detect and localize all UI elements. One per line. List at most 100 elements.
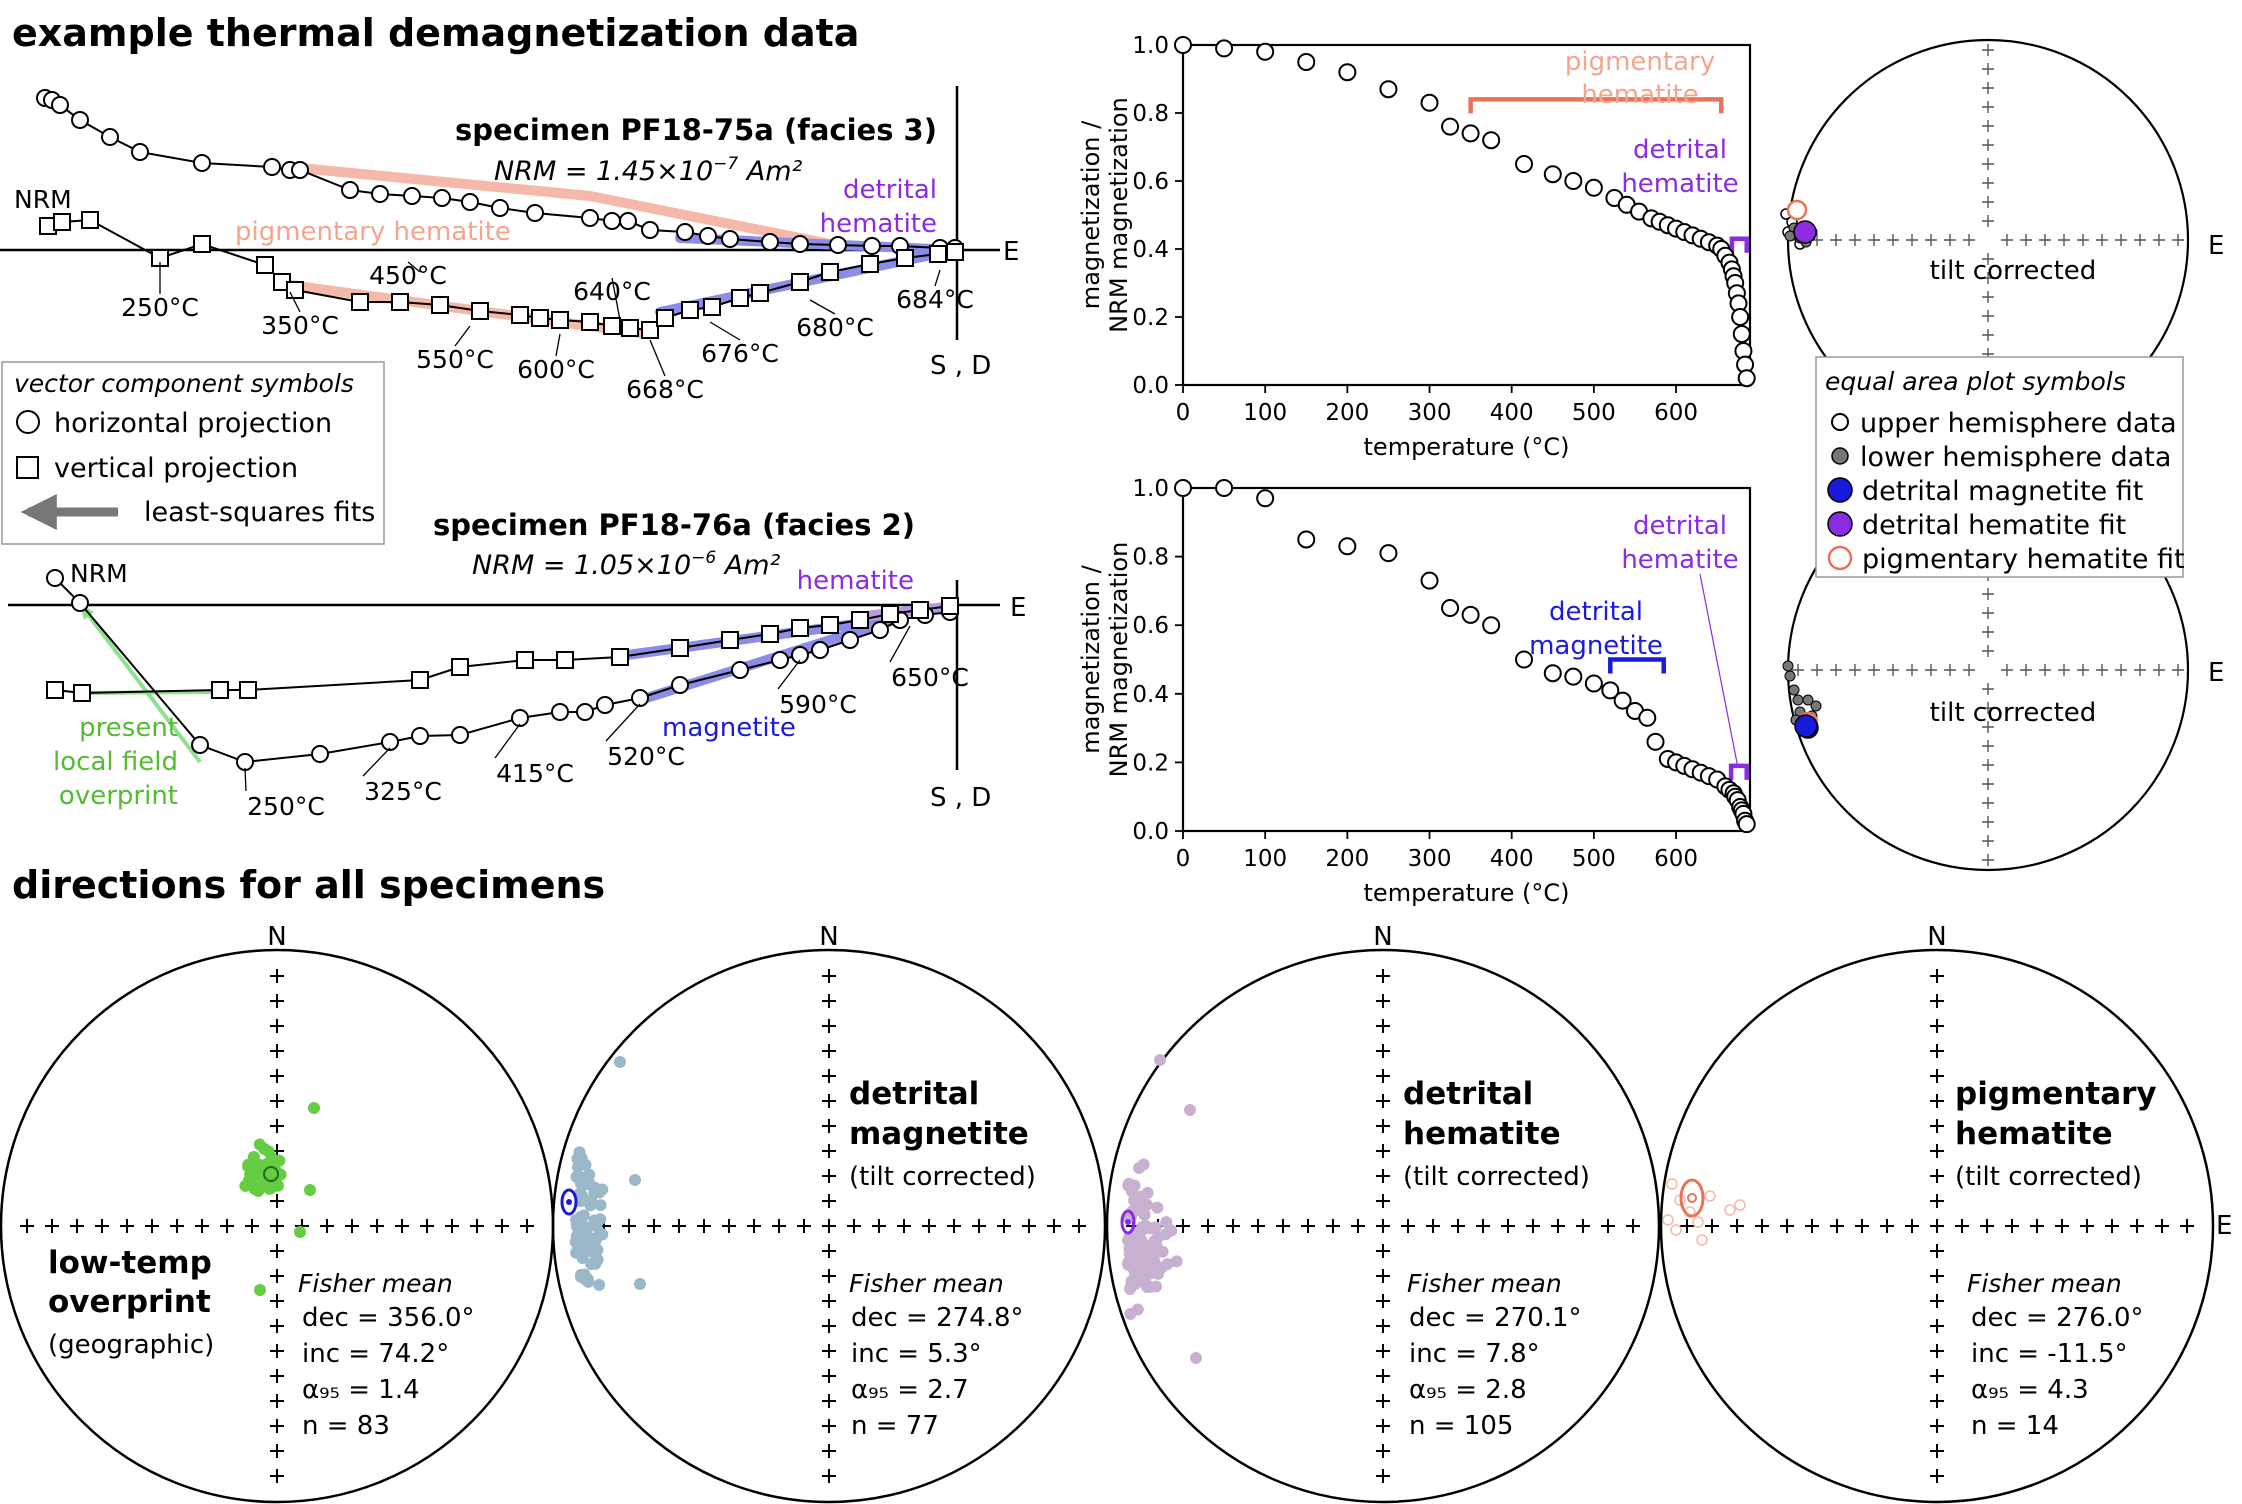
net-3-point-54	[1128, 1194, 1141, 1207]
net-3-point-55	[1141, 1281, 1154, 1294]
vector-legend-title: vector component symbols	[14, 369, 354, 398]
heading-top: example thermal demagnetization data	[12, 11, 859, 55]
net-1-point-69	[256, 1173, 269, 1186]
demag1-ytick-label-2: 0.4	[1132, 237, 1169, 263]
net-3-tick	[1301, 1219, 1315, 1233]
net-3-tick	[1376, 1319, 1390, 1333]
net-1-dec: dec = 356.0°	[302, 1303, 475, 1333]
small-net-bottom-tick	[2134, 664, 2146, 676]
net-1-title-1: low-temp	[48, 1245, 212, 1281]
net-1-point-65	[251, 1158, 264, 1171]
zij75-vertical-point-10	[431, 296, 449, 314]
net-4-tick	[1930, 969, 1944, 983]
net-4-point-8	[1662, 1214, 1674, 1226]
small-net-bottom-tick	[2153, 664, 2165, 676]
demag2-point-2	[1256, 489, 1275, 508]
net-2-outlier-2	[629, 1174, 641, 1186]
net-3-n: n = 105	[1409, 1411, 1513, 1441]
demag1-ytick-label-1: 0.2	[1132, 305, 1169, 331]
small-net-bottom-tick	[1982, 854, 1994, 866]
net-2-tick	[997, 1219, 1011, 1233]
net-2-tick	[872, 1219, 886, 1233]
net-2-inc: inc = 5.3°	[851, 1339, 982, 1369]
net-3-tick	[1476, 1219, 1490, 1233]
legend-circle-symbol	[16, 410, 40, 434]
zij75-vertical-point-27	[896, 249, 914, 267]
zij76-vertical-point-10	[721, 631, 739, 649]
small-net-top-hematite-fit	[1793, 220, 1817, 244]
small-net-bottom-tick	[2172, 664, 2184, 676]
zij75-horizontal-point-21	[676, 223, 694, 241]
demag1-point-35	[1732, 325, 1751, 343]
zij75-horizontal-point-24	[761, 233, 779, 251]
demag2-point-35	[1737, 815, 1756, 834]
zij75-temp-label-5: 640°C	[573, 277, 651, 306]
small-net-bottom-lower-3	[1792, 694, 1804, 706]
net-1-tick	[270, 1019, 284, 1033]
net-4-circle	[1659, 948, 2215, 1504]
zij75-vertical-point-13	[531, 309, 549, 327]
zij75-vertical-point-4	[193, 235, 211, 253]
net-3-tick	[1226, 1219, 1240, 1233]
zij75-fit-pigmentary-horizontal	[295, 163, 845, 251]
zij76-horizontal-point-10	[576, 703, 594, 721]
demag1-point-12	[1564, 172, 1583, 190]
net-3-tick	[1376, 1044, 1390, 1058]
zij76-horizontal-point-14	[731, 661, 749, 679]
zij76-overprint-label-1: present	[79, 713, 178, 743]
net-4-tick	[1930, 1419, 1944, 1433]
demag2-xlabel: temperature (°C)	[1364, 879, 1570, 907]
demag1-bracket-1	[1729, 236, 1749, 253]
small-net-bottom-magnetite-fit	[1794, 714, 1818, 738]
demag-top-pig-label-1: pigmentary	[1565, 47, 1715, 77]
zij76-fit-overprint-horizontal	[78, 602, 202, 764]
zij75-sd-label: S , D	[930, 351, 991, 381]
net-1-tick	[270, 969, 284, 983]
net-2-tick	[822, 1119, 836, 1133]
zij76-overprint-label-2: local field	[53, 747, 178, 777]
zij75-pigmentary-label: pigmentary hematite	[235, 217, 511, 247]
zij75-vertical-point-2	[81, 211, 99, 229]
net-3-point-44	[1150, 1280, 1163, 1293]
demag1-point-7	[1441, 117, 1460, 136]
stereo-legend-lower: lower hemisphere data	[1860, 442, 2171, 473]
net-2-point-40	[593, 1278, 606, 1291]
zij76-vertical-point-4	[411, 671, 429, 689]
demag1-xtick-label-4: 400	[1490, 400, 1534, 426]
net-4-north: N	[1927, 922, 1946, 952]
net-4-tick	[2130, 1219, 2144, 1233]
net-1-outlier-0	[308, 1102, 320, 1114]
demag2-point-17	[1638, 708, 1657, 727]
demag2-point-14	[1601, 681, 1620, 700]
zij75-nrm: NRM = 1.45×10−7 Am²	[494, 154, 803, 187]
net-1-tick	[20, 1219, 34, 1233]
net-4-tick	[2105, 1219, 2119, 1233]
net-2-point-66	[596, 1228, 609, 1241]
small-net-bottom-tick	[1925, 664, 1937, 676]
net-1-tick	[445, 1219, 459, 1233]
net-3-title-2: hematite	[1403, 1116, 1561, 1152]
net-2-point-49	[573, 1146, 586, 1159]
stereo-legend: equal area plot symbols upper hemisphere…	[1815, 356, 2185, 578]
small-net-bottom-tick	[1982, 626, 1994, 638]
zij75-horizontal-point-10	[341, 181, 359, 199]
small-net-top-tick	[1982, 158, 1994, 170]
demag2-xtick-label-0: 0	[1176, 846, 1191, 872]
net-2-point-50	[594, 1199, 607, 1212]
net-2-north: N	[819, 922, 838, 952]
demag2-xtick-label-1: 100	[1243, 846, 1287, 872]
small-net-bottom-tick	[1982, 588, 1994, 600]
small-net-bottom-tick	[1982, 740, 1994, 752]
zij75-horizontal-point-4	[101, 128, 119, 146]
net-3-tick	[1376, 1394, 1390, 1408]
zij75-nrm-marker: NRM	[14, 185, 72, 214]
zij76-temp-leader-4	[777, 659, 801, 690]
net-3-tick	[1376, 1469, 1390, 1483]
net-1-tick	[470, 1219, 484, 1233]
zij76-horizontal-point-9	[551, 703, 569, 721]
net-3-tick	[1576, 1219, 1590, 1233]
net-3-tick	[1376, 1269, 1390, 1283]
demag1-ytick-label-5: 1.0	[1132, 33, 1169, 59]
net-4-tick	[1905, 1219, 1919, 1233]
zij75-temp-label-2: 450°C	[369, 261, 447, 290]
